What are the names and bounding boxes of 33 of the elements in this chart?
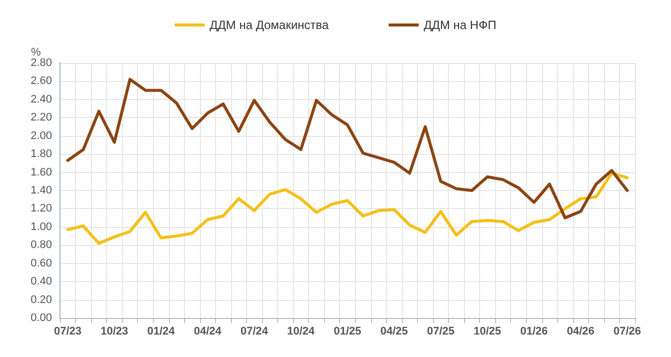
y-tick-label: 0.20 — [30, 294, 52, 306]
x-tick-label: 10/24 — [287, 326, 316, 338]
y-tick-label: 1.40 — [30, 184, 52, 196]
y-tick-label: 1.20 — [30, 202, 52, 215]
x-tick-label: 01/25 — [334, 326, 362, 338]
x-tick-label: 07/23 — [54, 326, 82, 338]
line-series — [66, 78, 629, 220]
y-tick-label: 0.40 — [30, 276, 52, 288]
x-tick-label: 10/23 — [100, 326, 128, 338]
legend-label: ДДМ на Домакинства — [210, 18, 330, 32]
y-tick-label: 0.60 — [30, 257, 52, 270]
y-tick-label: 1.60 — [30, 166, 52, 178]
x-tick-label: 10/25 — [474, 326, 502, 338]
line-series — [66, 172, 629, 245]
y-tick-label: 2.20 — [30, 112, 52, 124]
x-tick-label: 07/25 — [426, 326, 455, 338]
x-tick-label: 07/26 — [613, 326, 641, 338]
y-tick-label: 0.00 — [30, 312, 52, 324]
y-tick-label: 1.80 — [30, 148, 52, 160]
legend-label: ДДМ на НФП — [424, 18, 496, 32]
y-tick-label: 0.80 — [30, 239, 52, 252]
x-tick-label: 01/24 — [147, 326, 176, 338]
y-tick-label: 2.40 — [30, 93, 52, 106]
y-tick-label: 2.60 — [30, 75, 52, 88]
y-tick-label: 2.80 — [30, 57, 52, 69]
x-tick-label: 04/24 — [194, 326, 222, 338]
x-tick-label: 04/25 — [380, 326, 408, 338]
y-tick-label: 2.00 — [30, 130, 52, 142]
y-axis-title: % — [31, 46, 41, 58]
x-tick-label: 01/26 — [520, 326, 548, 338]
x-tick-label: 07/24 — [240, 326, 269, 338]
y-tick-label: 1.00 — [30, 220, 52, 233]
x-tick-label: 04/26 — [566, 326, 594, 338]
